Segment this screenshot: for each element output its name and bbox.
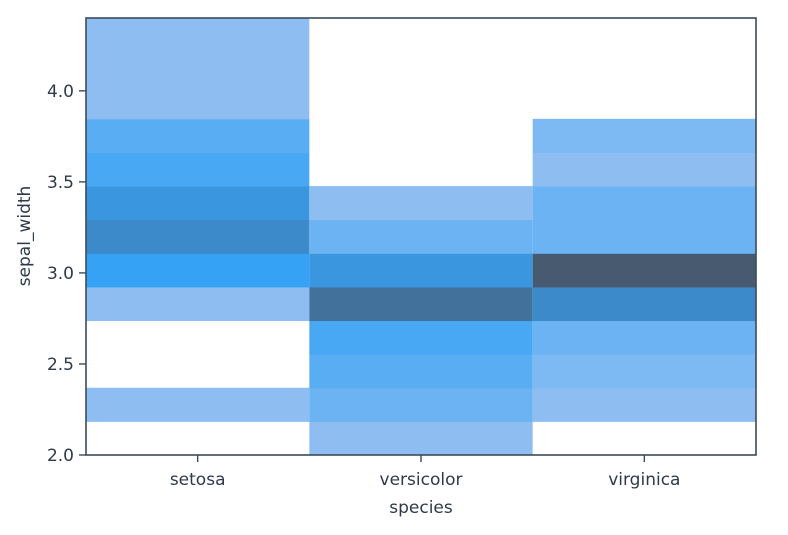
heatmap-cell-setosa-bin-1 — [86, 388, 309, 422]
heatmap-cell-virginica-bin-5 — [533, 253, 756, 287]
heatmap-cell-versicolor-bin-7 — [309, 186, 532, 220]
heatmap-cell-virginica-bin-7 — [533, 186, 756, 220]
heatmap-cells — [86, 18, 756, 456]
y-tick-label: 2.0 — [47, 446, 74, 466]
x-axis-label: species — [389, 498, 453, 518]
heatmap-cell-setosa-bin-11 — [86, 52, 309, 86]
x-axis-ticks: setosa versicolor virginica — [170, 455, 681, 490]
heatmap-cell-versicolor-bin-2 — [309, 354, 532, 388]
y-tick-label: 2.5 — [47, 355, 74, 375]
heatmap-cell-versicolor-bin-0 — [309, 421, 532, 455]
heatmap-cell-virginica-bin-2 — [533, 354, 756, 388]
heatmap-cell-setosa-bin-10 — [86, 85, 309, 119]
heatmap-cell-versicolor-bin-4 — [309, 287, 532, 321]
heatmap-cell-virginica-bin-3 — [533, 321, 756, 355]
heatmap-cell-virginica-bin-6 — [533, 220, 756, 254]
heatmap-cell-virginica-bin-4 — [533, 287, 756, 321]
y-tick-label: 3.5 — [47, 173, 74, 193]
heatmap-cell-virginica-bin-9 — [533, 119, 756, 153]
heatmap-cell-virginica-bin-8 — [533, 152, 756, 186]
heatmap-cell-versicolor-bin-6 — [309, 220, 532, 254]
heatmap-cell-setosa-bin-5 — [86, 253, 309, 287]
y-axis-label: sepal_width — [15, 186, 35, 287]
x-tick-label-virginica: virginica — [608, 470, 680, 490]
heatmap-cell-setosa-bin-4 — [86, 287, 309, 321]
y-tick-label: 4.0 — [47, 82, 74, 102]
heatmap-cell-versicolor-bin-3 — [309, 321, 532, 355]
heatmap-cell-setosa-bin-9 — [86, 119, 309, 153]
heatmap-cell-setosa-bin-8 — [86, 152, 309, 186]
heatmap-cell-versicolor-bin-5 — [309, 253, 532, 287]
y-tick-label: 3.0 — [47, 264, 74, 284]
x-tick-label-setosa: setosa — [170, 470, 226, 490]
heatmap-cell-setosa-bin-6 — [86, 220, 309, 254]
y-axis-ticks: 2.0 2.5 3.0 3.5 4.0 — [47, 82, 86, 466]
heatmap-cell-setosa-bin-7 — [86, 186, 309, 220]
x-tick-label-versicolor: versicolor — [380, 470, 463, 490]
heatmap-cell-versicolor-bin-1 — [309, 388, 532, 422]
heatmap-cell-setosa-bin-12 — [86, 18, 309, 52]
heatmap-cell-virginica-bin-1 — [533, 388, 756, 422]
